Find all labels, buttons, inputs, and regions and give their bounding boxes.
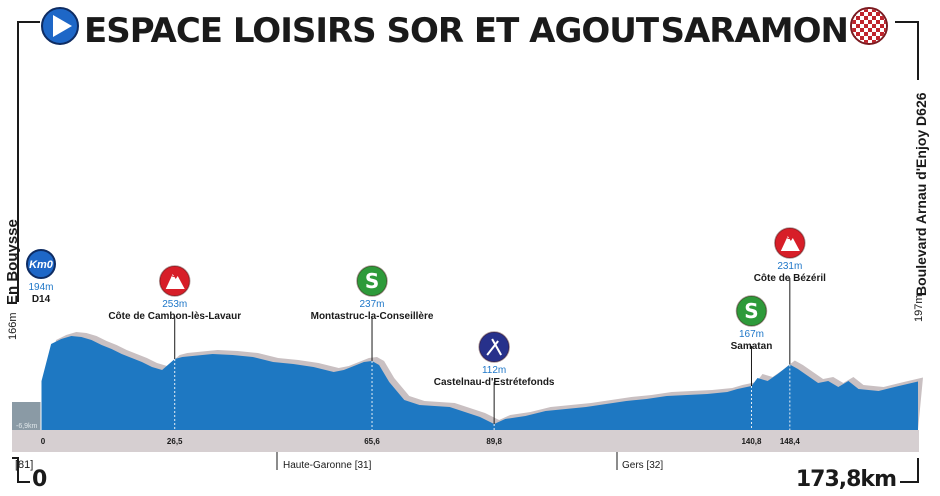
waypoint-km: 26,5	[167, 437, 183, 446]
start-altitude: 166m	[7, 312, 19, 340]
sprint-icon: S	[735, 295, 768, 327]
sprint-letter: S	[744, 299, 758, 323]
finish-title: SARAMON	[661, 11, 849, 51]
waypoint-altitude: 253m	[162, 299, 187, 310]
finish-frame-line	[895, 21, 919, 80]
waypoint-altitude: 167m	[739, 329, 764, 340]
feed-zone-icon	[478, 331, 510, 363]
climb-category: 3	[787, 234, 791, 241]
km0-badge-text: Km0	[29, 259, 54, 271]
waypoint-name: Samatan	[731, 341, 773, 352]
waypoint-name: Montastruc-la-Conseillère	[311, 311, 434, 322]
finish-flag-icon	[850, 7, 888, 45]
finish-bottom-bracket	[900, 458, 919, 483]
start-distance: 0	[32, 467, 47, 492]
start-frame-line	[17, 21, 40, 302]
start-bottom-bracket	[12, 457, 30, 483]
start-title: ESPACE LOISIRS SOR ET AGOUT	[84, 11, 660, 51]
waypoint-km: 140,8	[741, 437, 762, 446]
neutral-zone	[12, 402, 41, 430]
start-arrow-icon	[41, 7, 79, 45]
sprint-letter: S	[365, 269, 379, 293]
mountain-climb-icon: 3	[158, 265, 191, 297]
waypoint-km: 89,8	[486, 437, 502, 446]
department-1: Haute-Garonne [31]	[283, 460, 372, 471]
waypoint-altitude: 112m	[482, 365, 506, 376]
sprint-icon: S	[356, 265, 388, 297]
waypoint-altitude: 231m	[777, 261, 802, 272]
waypoint-name: Côte de Bézéril	[754, 273, 826, 284]
waypoint-km: 65,6	[364, 437, 380, 446]
total-distance: 173,8km	[796, 467, 896, 492]
km0-marker: Km0 194m D14 0	[26, 249, 56, 446]
start-department: [81]	[15, 459, 33, 471]
km0-altitude: 194m	[28, 282, 53, 293]
start-place: En Bouysse	[4, 219, 21, 305]
finish-place: Boulevard Arnau d'Enjoy D626	[913, 92, 929, 296]
department-2: Gers [32]	[622, 460, 663, 471]
km-band	[12, 430, 919, 452]
mountain-climb-icon: 3	[774, 227, 806, 259]
km0-km: 0	[41, 437, 46, 446]
climb-category: 3	[172, 272, 176, 279]
waypoint-name: Castelnau-d'Estrétefonds	[434, 377, 555, 388]
waypoint-km: 148,4	[780, 437, 801, 446]
km0-road: D14	[32, 294, 51, 305]
neutral-marker: -6,9km	[16, 423, 38, 430]
profile-area	[41, 336, 918, 430]
waypoint-name: Côte de Cambon-lès-Lavaur	[108, 311, 241, 322]
finish-altitude: 197m	[913, 294, 925, 322]
km0-badge-icon	[26, 249, 56, 279]
waypoint-altitude: 237m	[360, 299, 385, 310]
